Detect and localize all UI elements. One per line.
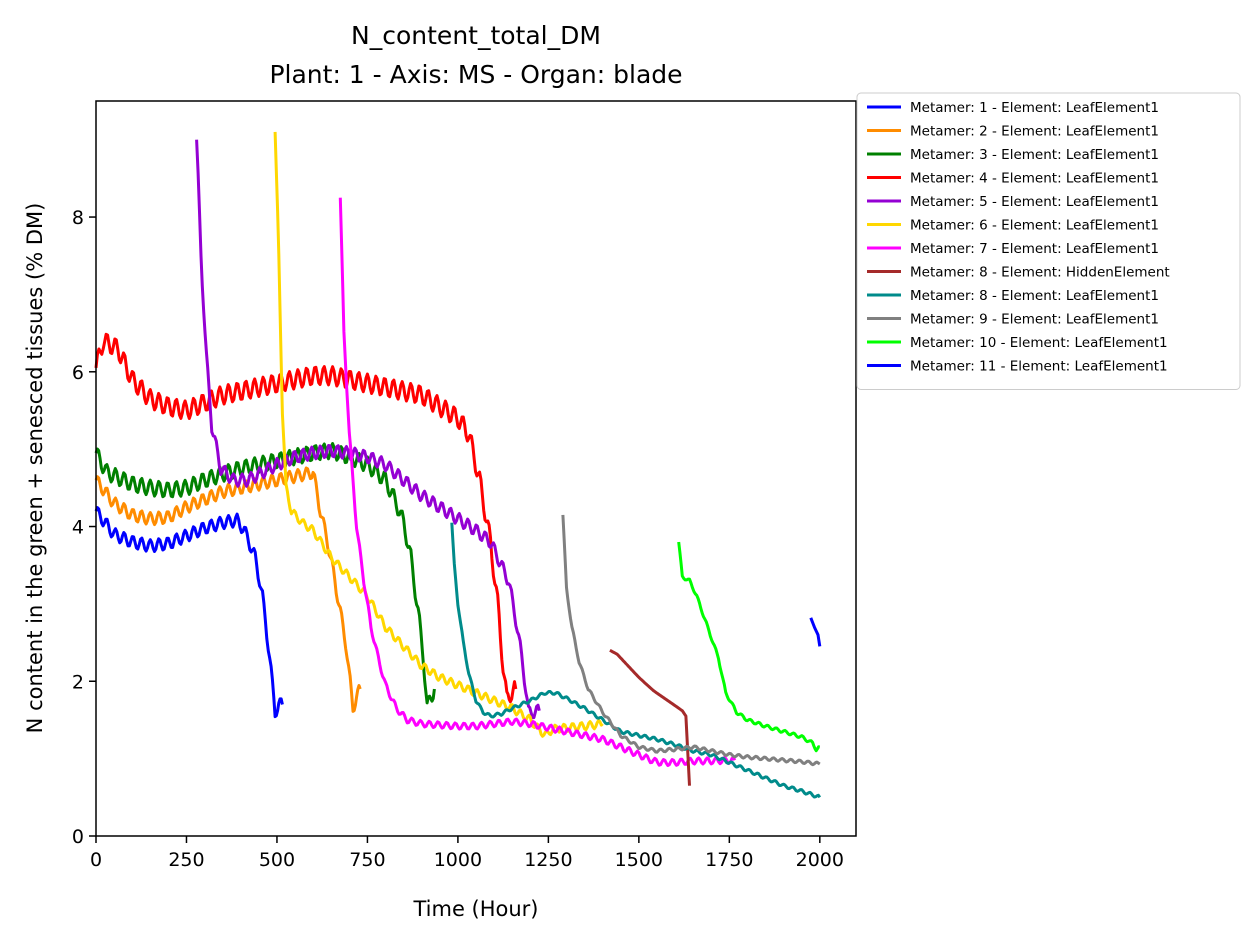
axes: 0 250 500 750 1000 1250 1500 1750 2000 0 2 4 6 8	[72, 100, 857, 871]
series-line-9	[450, 522, 822, 799]
y-axis-label: N content in the green + senesced tissue…	[23, 203, 47, 734]
x-tick-label: 1000	[434, 849, 482, 871]
y-tick-label: 2	[72, 671, 84, 693]
y-tick-label: 6	[72, 362, 84, 384]
x-axis-label: Time (Hour)	[412, 897, 538, 921]
legend-entry: Metamer: 3 - Element: LeafElement1	[910, 147, 1159, 163]
chart-title: N_content_total_DM	[351, 21, 601, 50]
x-tick-label: 500	[259, 849, 295, 871]
series-line-12	[809, 617, 822, 647]
series-line-8	[609, 648, 691, 786]
axes-frame	[95, 100, 857, 837]
legend-entry: Metamer: 5 - Element: LeafElement1	[910, 194, 1159, 210]
legend-entry: Metamer: 9 - Element: LeafElement1	[910, 312, 1159, 328]
series-lines	[94, 131, 822, 799]
legend-entry: Metamer: 10 - Element: LeafElement1	[910, 335, 1168, 351]
legend-entry: Metamer: 1 - Element: LeafElement1	[910, 100, 1159, 116]
series-line-5	[195, 139, 541, 720]
legend-entry: Metamer: 8 - Element: LeafElement1	[910, 288, 1159, 304]
series-line-4	[94, 332, 518, 704]
series-line-11	[677, 541, 821, 753]
y-tick-label: 0	[72, 826, 84, 848]
chart-subtitle: Plant: 1 - Axis: MS - Organ: blade	[269, 60, 682, 89]
x-tick-label: 250	[168, 849, 204, 871]
series-line-2	[94, 466, 362, 713]
legend-entry: Metamer: 8 - Element: HiddenElement	[910, 265, 1170, 281]
x-tick-label: 750	[349, 849, 385, 871]
legend-entry: Metamer: 7 - Element: LeafElement1	[910, 241, 1159, 257]
series-line-1	[94, 506, 284, 719]
series-line-7	[338, 197, 737, 767]
series-line-10	[561, 514, 821, 767]
x-tick-label: 1250	[524, 849, 572, 871]
x-tick-label: 0	[90, 849, 102, 871]
legend-entry: Metamer: 2 - Element: LeafElement1	[910, 124, 1159, 140]
x-tick-label: 1750	[705, 849, 753, 871]
x-tick-label: 2000	[796, 849, 844, 871]
legend-frame	[856, 92, 1241, 390]
x-tick-label: 1500	[615, 849, 663, 871]
legend-entry: Metamer: 4 - Element: LeafElement1	[910, 171, 1159, 187]
legend-entry: Metamer: 11 - Element: LeafElement1	[910, 359, 1168, 375]
legend: Metamer: 1 - Element: LeafElement1 Metame…	[856, 92, 1241, 390]
y-tick-label: 8	[72, 207, 84, 229]
legend-entry: Metamer: 6 - Element: LeafElement1	[910, 218, 1159, 234]
y-tick-label: 4	[72, 517, 84, 539]
